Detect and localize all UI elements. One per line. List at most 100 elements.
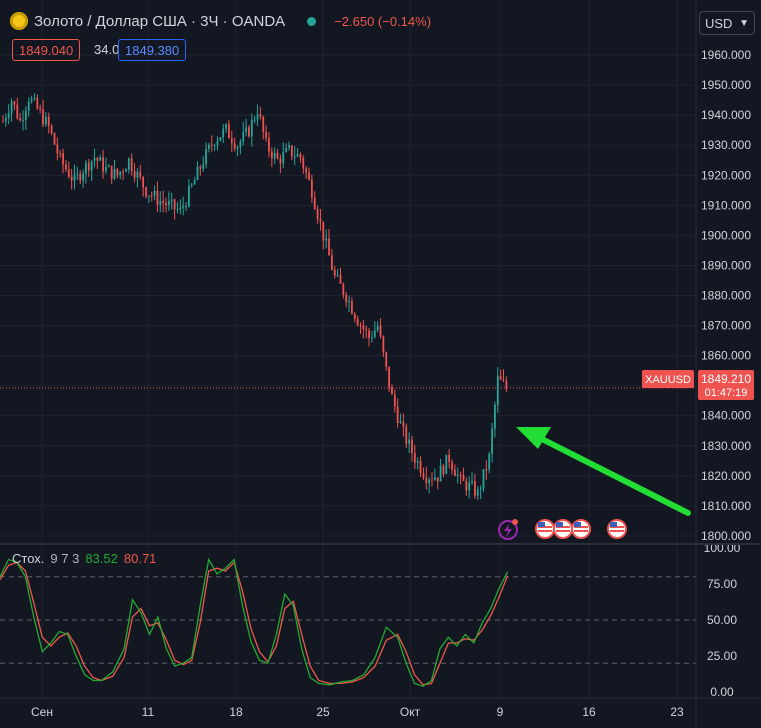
- us-flag-event-icon[interactable]: [607, 519, 627, 539]
- candle-body: [345, 294, 348, 303]
- candle-body: [4, 117, 7, 122]
- candle: [456, 467, 459, 484]
- candle: [107, 164, 110, 168]
- candle-body: [342, 283, 345, 295]
- time-tick-label: 9: [497, 705, 504, 719]
- candle: [408, 432, 411, 453]
- candle: [382, 335, 385, 357]
- candle-body: [442, 465, 445, 475]
- candle: [62, 148, 64, 174]
- candle: [190, 182, 193, 189]
- candle: [399, 413, 402, 424]
- candle-body: [462, 475, 465, 481]
- candle: [442, 463, 445, 478]
- candle-body: [36, 97, 39, 109]
- price-candles[interactable]: [2, 93, 508, 500]
- candle-body: [436, 477, 439, 482]
- candle-body: [119, 171, 122, 176]
- candle-body: [236, 147, 239, 149]
- candle: [319, 208, 322, 231]
- stoch-params: 9 7 3: [50, 551, 80, 566]
- candle: [182, 196, 185, 216]
- candle-body: [16, 104, 19, 119]
- candle: [290, 144, 293, 161]
- candle: [365, 325, 368, 339]
- sell-button[interactable]: 1849.040: [12, 39, 81, 61]
- symbol-legend[interactable]: Золото / Доллар США · 3Ч · OANDA −2.650 …: [10, 12, 431, 30]
- candle-body: [391, 387, 393, 395]
- candle: [139, 164, 142, 180]
- lightning-event-icon[interactable]: [498, 519, 518, 540]
- candle-body: [411, 439, 413, 454]
- time-tick-label: 25: [316, 705, 330, 719]
- candle-body: [482, 469, 485, 489]
- candle-body: [196, 166, 199, 181]
- candle: [233, 137, 236, 152]
- candle: [210, 135, 213, 152]
- candle: [67, 161, 70, 179]
- candle: [273, 147, 276, 164]
- price-tick-label: 1910.000: [701, 198, 751, 212]
- candle-body: [365, 329, 368, 331]
- candle-body: [282, 151, 285, 164]
- price-axis[interactable]: 1800.000 1810.000 1820.000 1830.000 1840.000…: [701, 48, 751, 543]
- candle: [459, 471, 462, 485]
- candle: [313, 191, 316, 211]
- candle: [505, 376, 508, 393]
- candle-body: [491, 428, 493, 454]
- candle-body: [156, 190, 159, 206]
- candle: [27, 97, 30, 117]
- stoch-tick-label: 50.00: [707, 613, 737, 627]
- price-tick-label: 1950.000: [701, 78, 751, 92]
- candle-body: [90, 161, 93, 171]
- candle: [445, 454, 448, 475]
- candle: [393, 389, 396, 413]
- candle: [411, 435, 413, 462]
- candle-body: [368, 330, 370, 339]
- candle-body: [393, 394, 396, 407]
- candle-body: [85, 162, 87, 174]
- events-row[interactable]: [498, 519, 627, 540]
- candle: [499, 369, 502, 381]
- candle: [419, 456, 422, 477]
- stochastic-pane[interactable]: [0, 557, 696, 687]
- candle-body: [53, 133, 56, 145]
- candle-body: [279, 158, 282, 164]
- candle: [345, 292, 348, 308]
- candle: [79, 170, 82, 185]
- candle-body: [376, 325, 379, 331]
- us-flag-event-icon[interactable]: [571, 519, 591, 539]
- currency-select[interactable]: USD ▼: [699, 11, 755, 35]
- candle-body: [453, 469, 456, 476]
- stoch-k-line: [0, 557, 509, 687]
- candle-body: [82, 173, 84, 181]
- time-axis[interactable]: Сен 11 18 25 Окт 9 16 23: [31, 705, 684, 719]
- candle-body: [502, 379, 505, 381]
- candle-body: [293, 156, 296, 158]
- candle-body: [451, 461, 453, 470]
- candle: [305, 166, 308, 179]
- candle: [105, 157, 107, 174]
- candle-body: [142, 177, 145, 188]
- candle: [102, 149, 104, 179]
- stoch-legend[interactable]: Стох. 9 7 3 83.52 80.71: [12, 551, 156, 566]
- candle-body: [33, 97, 36, 99]
- candle: [270, 147, 273, 168]
- candle: [179, 199, 182, 215]
- candle: [362, 319, 365, 339]
- candle: [256, 104, 259, 127]
- buy-button[interactable]: 1849.380: [118, 39, 187, 61]
- candle-body: [116, 168, 119, 176]
- us-flag-event-icon[interactable]: [535, 519, 555, 539]
- candle-body: [233, 143, 236, 149]
- us-flag-event-icon[interactable]: [553, 519, 573, 539]
- price-tick-label: 1930.000: [701, 138, 751, 152]
- candle-body: [190, 184, 193, 186]
- candle: [485, 460, 488, 480]
- candle-body: [499, 375, 502, 380]
- candle: [24, 106, 27, 130]
- price-tick-label: 1840.000: [701, 409, 751, 423]
- candle-body: [485, 469, 488, 471]
